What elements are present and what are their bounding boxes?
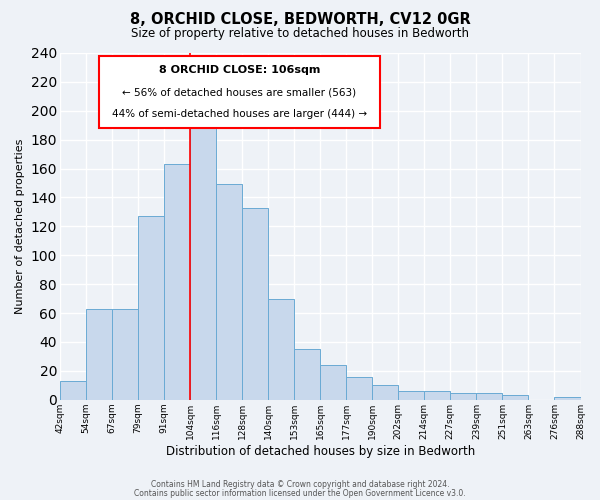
Y-axis label: Number of detached properties: Number of detached properties [15, 138, 25, 314]
Bar [86, 309, 112, 400]
Bar [138, 216, 164, 400]
Text: ← 56% of detached houses are smaller (563): ← 56% of detached houses are smaller (56… [122, 87, 356, 97]
Bar [346, 376, 372, 400]
X-axis label: Distribution of detached houses by size in Bedworth: Distribution of detached houses by size … [166, 444, 475, 458]
Bar [294, 349, 320, 400]
Text: Contains public sector information licensed under the Open Government Licence v3: Contains public sector information licen… [134, 488, 466, 498]
Text: Size of property relative to detached houses in Bedworth: Size of property relative to detached ho… [131, 28, 469, 40]
Bar [372, 386, 398, 400]
Text: 8 ORCHID CLOSE: 106sqm: 8 ORCHID CLOSE: 106sqm [159, 66, 320, 76]
Bar [476, 392, 502, 400]
Bar [554, 397, 581, 400]
Bar [164, 164, 190, 400]
Bar [451, 392, 476, 400]
Bar [398, 391, 424, 400]
FancyBboxPatch shape [99, 56, 380, 128]
Bar [424, 391, 451, 400]
Bar [320, 365, 346, 400]
Bar [242, 208, 268, 400]
Bar [268, 298, 294, 400]
Bar [190, 128, 216, 400]
Text: Contains HM Land Registry data © Crown copyright and database right 2024.: Contains HM Land Registry data © Crown c… [151, 480, 449, 489]
Bar [502, 396, 529, 400]
Bar [112, 309, 138, 400]
Text: 8, ORCHID CLOSE, BEDWORTH, CV12 0GR: 8, ORCHID CLOSE, BEDWORTH, CV12 0GR [130, 12, 470, 28]
Text: 44% of semi-detached houses are larger (444) →: 44% of semi-detached houses are larger (… [112, 108, 367, 118]
Bar [60, 381, 86, 400]
Bar [216, 184, 242, 400]
